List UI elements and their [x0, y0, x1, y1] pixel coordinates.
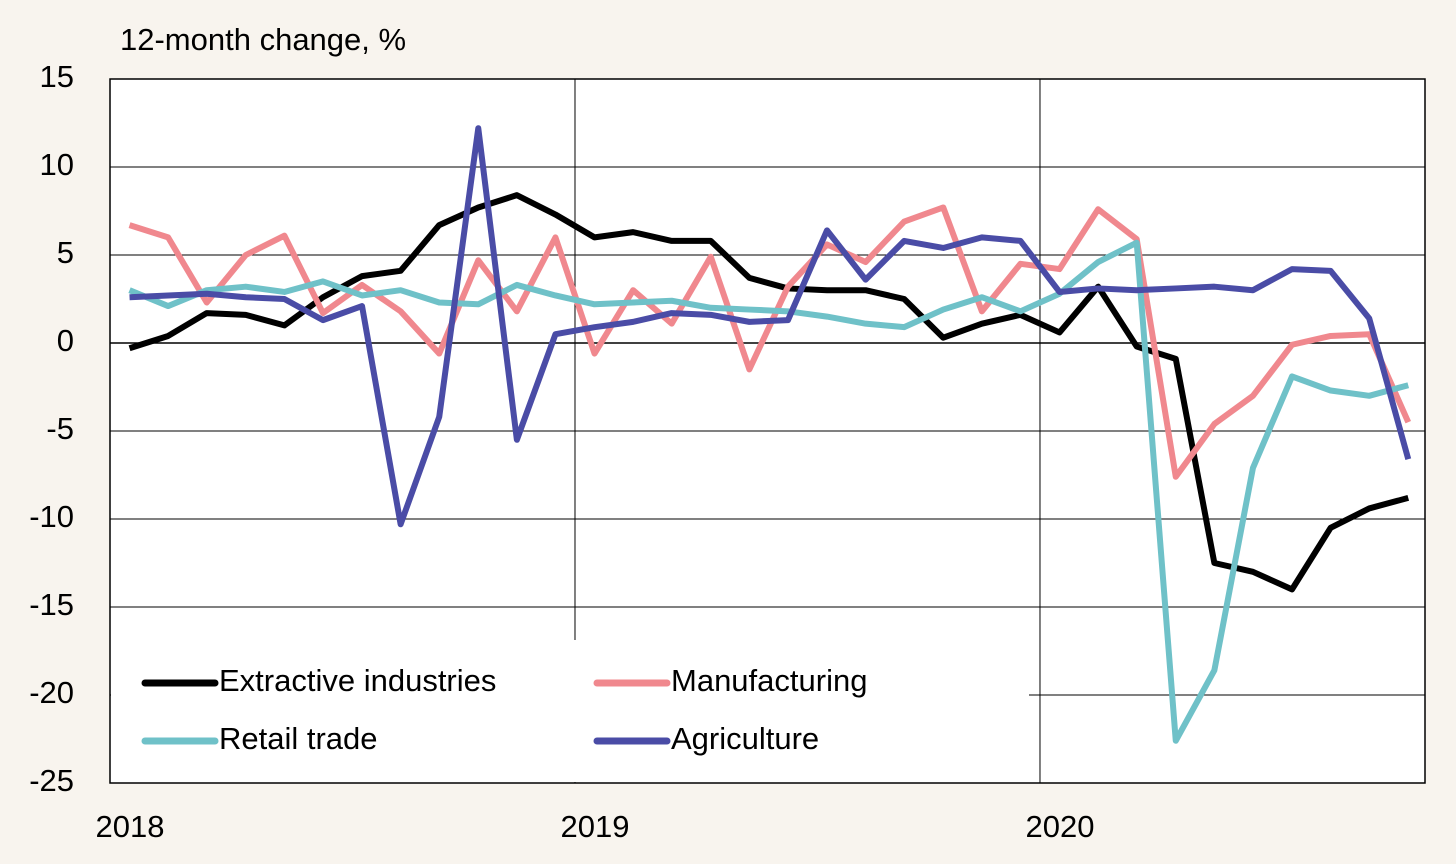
- series-line: [128, 239, 1410, 744]
- legend-label: Agriculture: [671, 721, 819, 756]
- y-tick-label: 0: [57, 323, 74, 358]
- y-tick-label: -5: [46, 411, 74, 446]
- x-tick-label: 2018: [96, 809, 165, 844]
- series-line: [129, 125, 1412, 528]
- legend-label: Retail trade: [219, 721, 378, 756]
- y-tick-label: 5: [57, 235, 74, 270]
- legend-label: Manufacturing: [671, 663, 867, 698]
- legend-label: Extractive industries: [219, 663, 496, 698]
- y-tick-label: -20: [29, 675, 74, 710]
- series-line: [128, 204, 1412, 480]
- y-tick-label: 10: [40, 147, 74, 182]
- y-tick-label: -25: [29, 763, 74, 798]
- y-tick-label: -10: [29, 499, 74, 534]
- y-tick-label: 15: [40, 59, 74, 94]
- legend-box: [111, 640, 1029, 782]
- plot-border: [109, 78, 1426, 784]
- x-tick-label: 2020: [1026, 809, 1095, 844]
- y-tick-label: -15: [29, 587, 74, 622]
- x-tick-label: 2019: [561, 809, 630, 844]
- y-axis-label: 12-month change, %: [120, 22, 406, 57]
